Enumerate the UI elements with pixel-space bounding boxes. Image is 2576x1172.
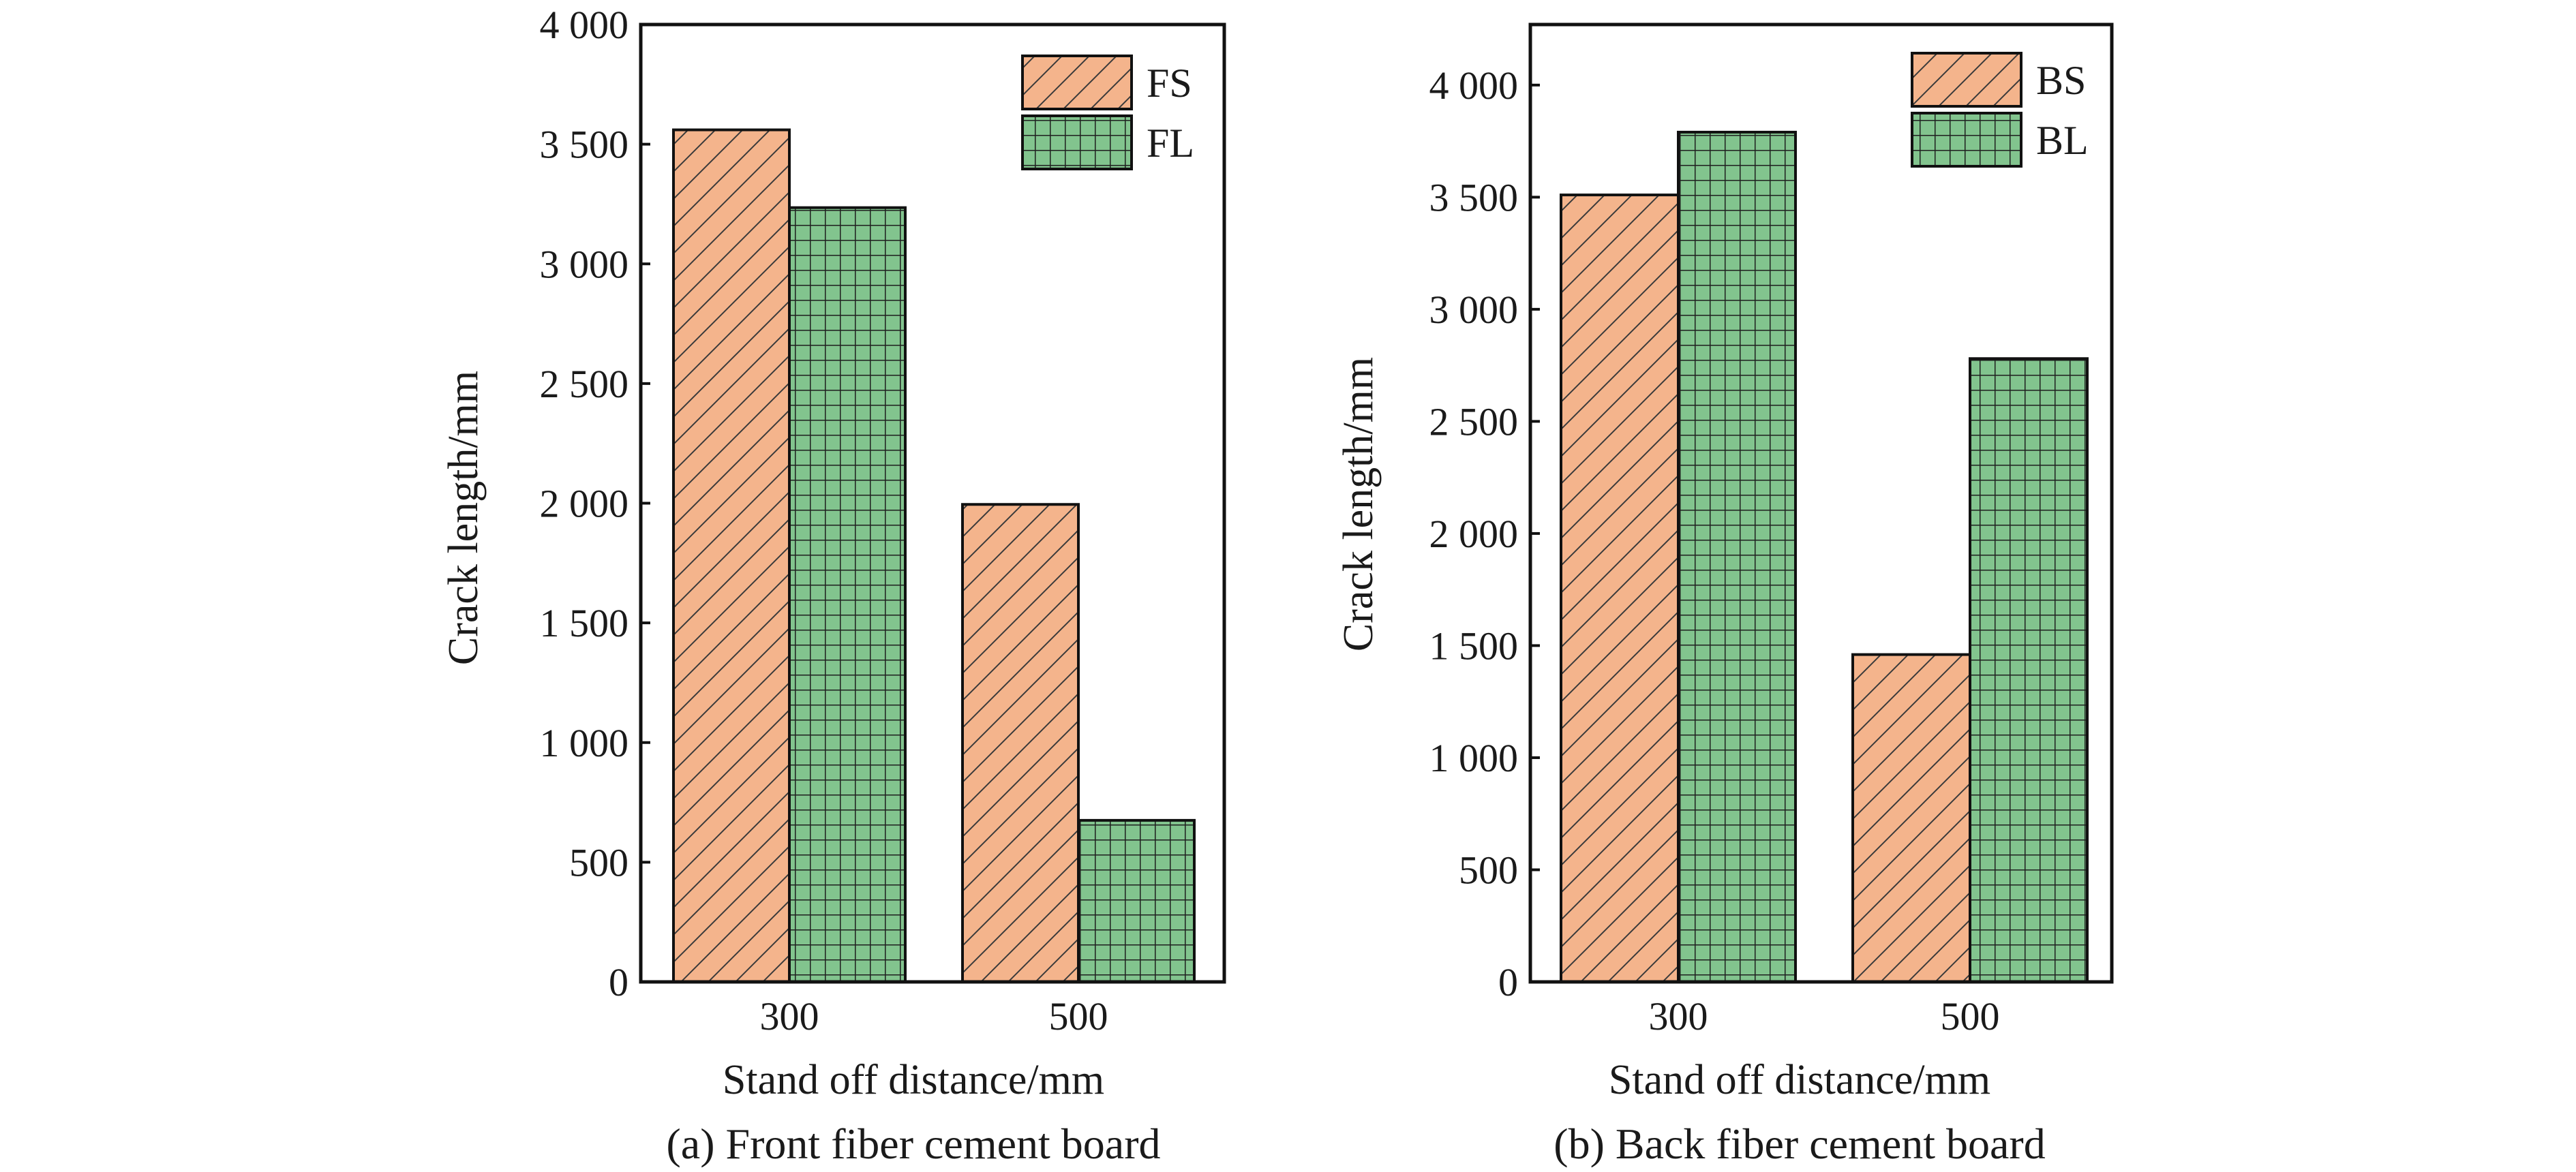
legend-label: BL bbox=[2036, 118, 2089, 163]
y-tick-label: 3 500 bbox=[540, 123, 629, 167]
legend-swatch bbox=[1911, 52, 2022, 108]
bar-bl-500 bbox=[1969, 357, 2089, 983]
chart-panel-front: Crack length/mm Stand off distance/mm (a… bbox=[440, 3, 1226, 1168]
y-axis-title: Crack length/mm bbox=[440, 371, 487, 665]
y-tick-label: 500 bbox=[1459, 848, 1518, 892]
x-axis-title: Stand off distance/mm bbox=[723, 1057, 1104, 1103]
bar-fl-500 bbox=[1077, 818, 1196, 983]
y-ticks: 0 500 1 000 1 500 2 000 2 500 3 000 3 500 4 000 bbox=[540, 3, 650, 1004]
legend-label: FS bbox=[1147, 61, 1192, 106]
plot-frame bbox=[1528, 22, 2114, 984]
x-tick-label: 300 bbox=[1649, 994, 1708, 1038]
chart-caption: (a) Front fiber cement board bbox=[666, 1120, 1160, 1168]
legend-label: FL bbox=[1147, 121, 1194, 166]
y-tick-label: 1 500 bbox=[540, 601, 629, 645]
y-tick-label: 2 500 bbox=[1429, 399, 1519, 444]
y-tick-label: 3 000 bbox=[540, 242, 629, 286]
x-tick-label: 500 bbox=[1049, 994, 1108, 1038]
y-ticks: 0 500 1 000 1 500 2 000 2 500 3 000 3 500 4 000 bbox=[1429, 63, 1540, 1004]
x-tick-label: 500 bbox=[1941, 994, 2000, 1038]
y-tick-label: 0 bbox=[609, 960, 628, 1004]
y-tick-label: 2 500 bbox=[540, 362, 629, 406]
y-tick-label: 4 000 bbox=[540, 3, 629, 47]
y-tick-label: 3 500 bbox=[1429, 175, 1519, 219]
y-axis-title: Crack length/mm bbox=[1335, 357, 1382, 651]
x-tick-label: 300 bbox=[760, 994, 819, 1038]
legend-swatch bbox=[1021, 114, 1133, 170]
chart-panel-back: Crack length/mm Stand off distance/mm (b… bbox=[1335, 22, 2114, 1168]
y-tick-label: 4 000 bbox=[1429, 63, 1519, 108]
legend-swatch bbox=[1021, 55, 1133, 110]
y-tick-label: 2 000 bbox=[1429, 512, 1519, 556]
legend: BS BL bbox=[1911, 52, 2089, 168]
x-axis-title: Stand off distance/mm bbox=[1609, 1057, 1990, 1103]
y-tick-label: 1 000 bbox=[540, 721, 629, 765]
bars bbox=[672, 128, 1196, 983]
bar-bl-300 bbox=[1677, 130, 1797, 984]
bar-fl-300 bbox=[788, 206, 907, 983]
bar-bs-300 bbox=[1560, 194, 1680, 983]
y-tick-label: 0 bbox=[1498, 960, 1518, 1004]
y-tick-label: 500 bbox=[569, 840, 628, 884]
legend-swatch bbox=[1911, 112, 2022, 168]
bars bbox=[1560, 130, 2089, 984]
bar-bs-500 bbox=[1851, 653, 1971, 983]
bar-fs-500 bbox=[961, 503, 1080, 983]
x-ticks: 300 500 bbox=[1649, 972, 2000, 1038]
legend: FS FL bbox=[1021, 55, 1194, 170]
legend-label: BS bbox=[2036, 58, 2086, 103]
y-tick-label: 1 000 bbox=[1429, 736, 1519, 780]
y-tick-label: 2 000 bbox=[540, 482, 629, 526]
plot-frame bbox=[639, 22, 1226, 984]
bar-fs-300 bbox=[672, 128, 791, 983]
y-tick-label: 3 000 bbox=[1429, 288, 1519, 332]
y-tick-label: 1 500 bbox=[1429, 623, 1519, 668]
chart-caption: (b) Back fiber cement board bbox=[1554, 1120, 2045, 1168]
